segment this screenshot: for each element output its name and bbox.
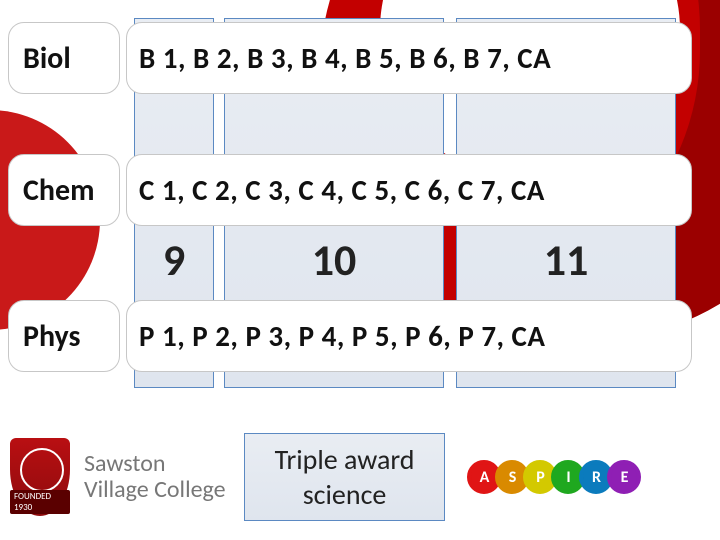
content-pill-phys: P 1, P 2, P 3, P 4, P 5, P 6, P 7, CA [126,300,692,372]
subject-label-chem: Chem [23,172,94,209]
school-name-line2: Village College [84,477,226,503]
caption-line1: Triple award [275,442,415,477]
content-pill-chem: C 1, C 2, C 3, C 4, C 5, C 6, C 7, CA [126,154,692,226]
content-text-phys: P 1, P 2, P 3, P 4, P 5, P 6, P 7, CA [139,318,545,354]
row-chem: Chem C 1, C 2, C 3, C 4, C 5, C 6, C 7, … [6,154,706,228]
subject-pill-biol: Biol [8,22,120,94]
row-phys: Phys P 1, P 2, P 3, P 4, P 5, P 6, P 7, … [6,300,706,374]
year-label-10: 10 [312,233,357,287]
subject-pill-phys: Phys [8,300,120,372]
aspire-logo: ASPIRE [473,460,641,494]
caption-line2: science [275,477,415,512]
row-biol: Biol B 1, B 2, B 3, B 4, B 5, B 6, B 7, … [6,22,706,96]
content-pill-biol: B 1, B 2, B 3, B 4, B 5, B 6, B 7, CA [126,22,692,94]
content-text-biol: B 1, B 2, B 3, B 4, B 5, B 6, B 7, CA [139,40,551,76]
school-name-line1: Sawston [84,451,226,477]
founded-label: FOUNDED 1930 [10,490,70,514]
aspire-ring-e: E [607,460,641,494]
subject-pill-chem: Chem [8,154,120,226]
subject-label-biol: Biol [23,40,71,77]
caption-box: Triple award science [244,433,446,521]
year-label-9: 9 [163,233,185,287]
year-label-11: 11 [544,233,589,287]
subject-label-phys: Phys [23,318,81,355]
content-text-chem: C 1, C 2, C 3, C 4, C 5, C 6, C 7, CA [139,172,545,208]
footer: FOUNDED 1930 Sawston Village College Tri… [0,414,720,540]
school-name: Sawston Village College [84,451,226,504]
